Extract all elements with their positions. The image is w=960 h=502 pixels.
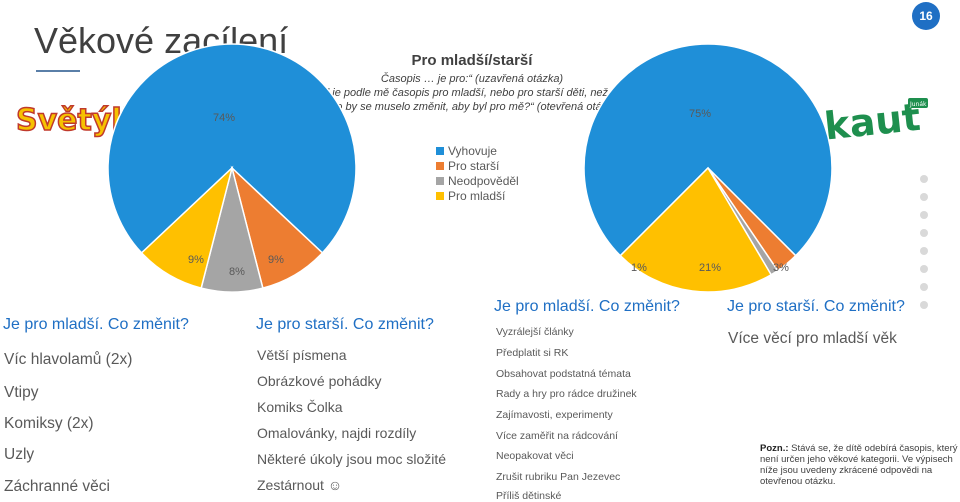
pie2-label-pro-starsi: 3%: [773, 262, 789, 274]
legend-label: Pro mladší: [448, 188, 506, 203]
svetylko-younger-heading: Je pro mladší. Co změnit?: [3, 316, 189, 333]
dot: [920, 175, 928, 183]
chart-legend: Vyhovuje Pro starší Neodpověděl Pro mlad…: [436, 143, 519, 203]
list-item: Předplatit si RK: [496, 347, 569, 359]
list-item: Víc hlavolamů (2x): [4, 351, 133, 368]
footnote-label: Pozn.:: [760, 443, 789, 454]
pie2-label-neodpovedel: 1%: [631, 262, 647, 274]
dot: [920, 301, 928, 309]
pie2-slice-vyhovuje: [583, 43, 833, 257]
list-item: Vtipy: [4, 384, 39, 401]
slide-number-badge: 16: [912, 2, 940, 30]
legend-item: Pro starší: [436, 158, 519, 173]
skaut-older-heading: Je pro starší. Co změnit?: [727, 298, 905, 315]
dot: [920, 247, 928, 255]
list-item: Vyzrálejší články: [496, 326, 574, 338]
question-text: Časopis … je pro:“ (uzavřená otázka) Pok…: [282, 72, 662, 114]
pie1-slice-pro-mladší: [140, 165, 234, 290]
legend-swatch: [436, 191, 444, 200]
list-item: Více věcí pro mladší věk: [728, 330, 897, 347]
dot: [920, 265, 928, 273]
pie2-label-vyhovuje: 75%: [689, 108, 712, 120]
list-item: Více zaměřit na rádcování: [496, 430, 618, 442]
list-item: Některé úkoly jsou moc složité: [257, 451, 447, 467]
list-item: Obrázkové pohádky: [257, 373, 382, 389]
legend-label: Vyhovuje: [448, 143, 497, 158]
legend-swatch: [436, 161, 444, 170]
skaut-logo-badge: [908, 98, 928, 108]
question-block: Pro mladší/starší Časopis … je pro:“ (uz…: [282, 52, 662, 114]
title-underline: [36, 70, 80, 72]
legend-item: Neodpověděl: [436, 173, 519, 188]
dot: [920, 211, 928, 219]
dot: [920, 193, 928, 201]
legend-item: Vyhovuje: [436, 143, 519, 158]
footnote-text: Stává se, že dítě odebírá časopis, který…: [760, 443, 958, 487]
pie2-slice-pro-mladší: [619, 166, 773, 293]
list-item: Neopakovat věci: [496, 450, 574, 462]
legend-label: Pro starší: [448, 158, 500, 173]
legend-swatch: [436, 146, 444, 155]
list-item: Komiksy (2x): [4, 415, 94, 432]
svetylko-older-heading: Je pro starší. Co změnit?: [256, 316, 434, 333]
legend-swatch: [436, 176, 444, 185]
pie1-label-vyhovuje: 74%: [213, 112, 236, 124]
list-item: Záchranné věci: [4, 478, 110, 495]
list-item: Komiks Čolka: [257, 399, 343, 415]
list-item: Zestárnout ☺: [257, 477, 343, 493]
list-item: Rady a hry pro rádce družinek: [496, 388, 637, 400]
legend-label: Neodpověděl: [448, 173, 519, 188]
question-heading: Pro mladší/starší: [411, 52, 533, 69]
list-item: Obsahovat podstatná témata: [496, 368, 631, 380]
dot: [920, 229, 928, 237]
question-line: – co by se muselo změnit, aby byl pro mě…: [321, 101, 623, 113]
question-line: Pokud je podle mě časopis pro mladší, ne…: [298, 87, 646, 99]
list-item: Příliš dětinské: [496, 490, 562, 502]
pie1-label-neodpovedel: 8%: [229, 266, 245, 278]
legend-item: Pro mladší: [436, 188, 519, 203]
pie1-slice-vyhovuje: [107, 43, 357, 254]
pie1-label-pro-mladsi: 9%: [188, 254, 204, 266]
footnote: Pozn.: Stává se, že dítě odebírá časopis…: [760, 443, 960, 487]
list-item: Uzly: [4, 446, 35, 463]
list-item: Omalovánky, najdi rozdíly: [257, 425, 417, 441]
skaut-younger-heading: Je pro mladší. Co změnit?: [494, 298, 680, 315]
pie2-label-pro-mladsi: 21%: [699, 262, 722, 274]
list-item: Větší písmena: [257, 347, 347, 363]
question-line: Časopis … je pro:“ (uzavřená otázka): [380, 73, 564, 85]
skaut-logo-small-text: Junák: [909, 101, 927, 108]
dot: [920, 283, 928, 291]
list-item: Zrušit rubriku Pan Jezevec: [496, 471, 621, 483]
list-item: Zajímavosti, experimenty: [496, 409, 613, 421]
pie1-label-pro-starsi: 9%: [268, 254, 284, 266]
